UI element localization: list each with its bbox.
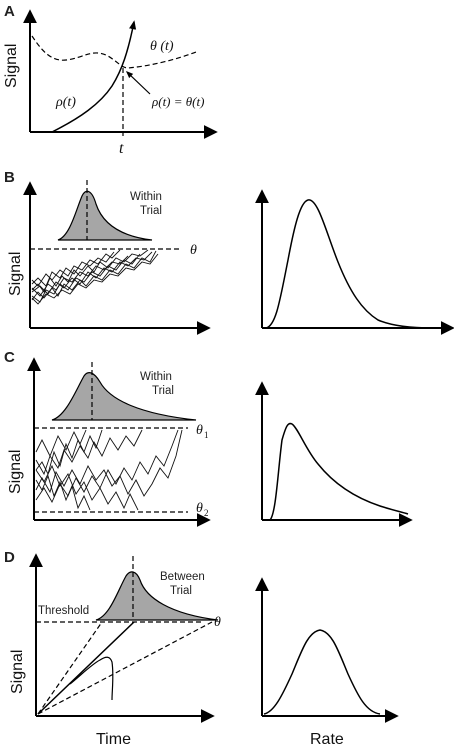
within-trial-distribution <box>51 372 197 421</box>
theta-label: θ (t) <box>150 39 174 54</box>
rate-spread-sketch <box>69 656 114 701</box>
distribution-label-line1: Within <box>130 191 162 203</box>
distribution-label-line1: Between <box>160 571 205 583</box>
distribution-label-line1: Within <box>140 371 172 383</box>
panel-d-x-label: Time <box>96 731 131 748</box>
time-label: t <box>119 140 124 157</box>
slow-rate-ray <box>37 621 213 715</box>
panel-b-rate-distribution <box>265 199 433 329</box>
within-trial-distribution <box>57 190 153 241</box>
threshold-curve <box>31 35 197 69</box>
panel-a-y-label: Signal <box>3 44 20 88</box>
threshold-label: θ <box>190 243 197 258</box>
panel-c: C Signal Within Trial θ 1 θ 2 <box>4 349 413 527</box>
crossing-arrow <box>125 71 151 95</box>
panel-a-letter: A <box>4 3 15 20</box>
equality-label: ρ(t) = θ(t) <box>151 94 204 109</box>
panel-d-rate-distribution <box>263 629 381 715</box>
random-walks <box>35 429 183 511</box>
rho-curve <box>51 20 137 133</box>
between-trial-distribution <box>95 571 219 621</box>
distribution-label-line2: Trial <box>152 385 174 397</box>
panel-d-letter: D <box>4 549 15 566</box>
panel-d: D Signal Threshold Between Trial θ Time … <box>4 549 399 748</box>
rho-label: ρ(t) <box>55 95 76 110</box>
threshold-text: Threshold <box>38 605 89 617</box>
mean-rate-ray <box>37 621 135 715</box>
panel-b-y-label: Signal <box>7 252 24 296</box>
upper-threshold-label: θ <box>196 423 203 438</box>
panel-b-letter: B <box>4 169 15 186</box>
panel-b: B Signal Within Trial θ <box>4 169 454 335</box>
distribution-label-line2: Trial <box>140 205 162 217</box>
random-walks <box>31 249 159 305</box>
lower-threshold-label: θ <box>196 501 203 516</box>
panel-c-y-label: Signal <box>7 450 24 494</box>
upper-threshold-subscript: 1 <box>204 430 209 440</box>
panel-d-right-x-label: Rate <box>310 731 344 748</box>
distribution-label-line2: Trial <box>170 585 192 597</box>
lower-threshold-subscript: 2 <box>204 508 209 518</box>
panel-d-y-label: Signal <box>9 650 26 694</box>
panel-c-rate-distribution <box>269 422 409 521</box>
panel-a: A Signal θ (t) ρ(t) ρ(t) = θ(t) t <box>3 3 218 157</box>
threshold-label: θ <box>214 615 221 630</box>
fast-rate-ray <box>37 621 103 715</box>
panel-c-letter: C <box>4 349 15 366</box>
